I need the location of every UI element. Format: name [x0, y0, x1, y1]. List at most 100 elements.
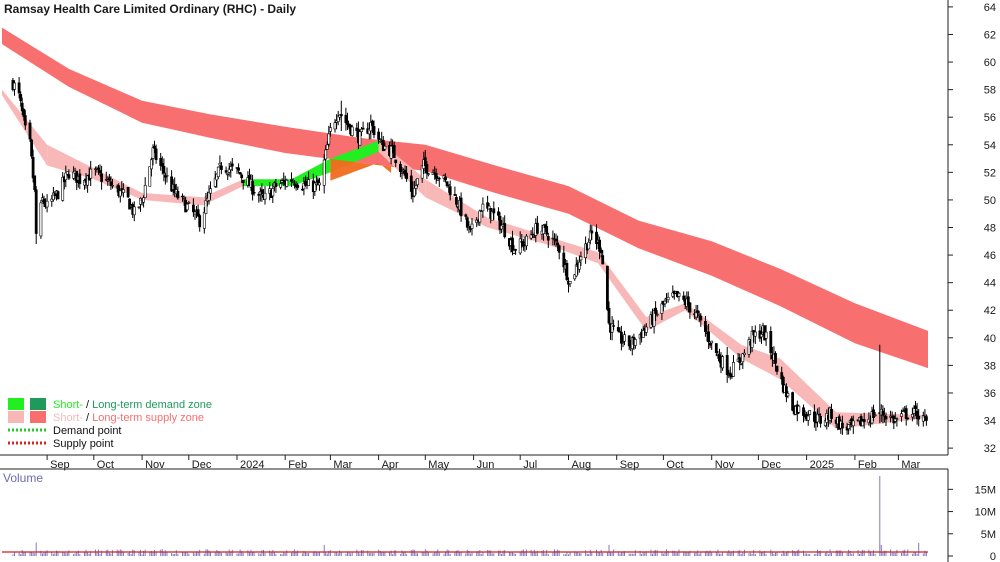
candle-body — [535, 222, 539, 234]
volume-tick-label: 5M — [981, 529, 996, 541]
candle-body — [708, 343, 712, 346]
candle-body — [322, 159, 326, 186]
candle-body — [882, 415, 886, 417]
date-tick-label: 2024 — [240, 459, 264, 471]
price-tick-label: 52 — [984, 167, 996, 179]
candle-body — [285, 180, 289, 187]
candle-body — [741, 353, 745, 363]
candle-body — [500, 225, 504, 230]
candle-body — [20, 102, 24, 112]
price-tick-label: 38 — [984, 360, 996, 372]
candle-body — [53, 193, 57, 197]
candle-body — [532, 236, 536, 238]
candle-body — [296, 184, 300, 188]
price-tick-label: 64 — [984, 2, 996, 14]
candle-body — [436, 178, 440, 181]
candle-body — [786, 393, 790, 397]
candle-body — [924, 416, 928, 421]
price-tick-label: 44 — [984, 278, 996, 290]
candle-body — [760, 333, 763, 338]
candle-body — [655, 313, 659, 316]
candle-body — [881, 410, 885, 416]
candle-body — [160, 163, 164, 167]
candle-body — [895, 418, 899, 420]
candle-body — [31, 157, 35, 179]
candle-body — [137, 206, 141, 208]
candle-body — [148, 166, 152, 187]
candle-body — [739, 363, 743, 365]
candle-body — [64, 172, 68, 180]
date-tick-label: Dec — [192, 459, 212, 471]
candle-body — [453, 194, 457, 196]
price-tick-label: 58 — [984, 85, 996, 97]
volume-title: Volume — [3, 471, 43, 485]
candle-body — [654, 307, 658, 314]
candle-body — [61, 177, 65, 201]
chart-title: Ramsay Health Care Limited Ordinary (RHC… — [4, 2, 296, 16]
candle-body — [339, 114, 343, 117]
candle-body — [97, 167, 100, 170]
candle-body — [666, 296, 670, 301]
candle-body — [557, 245, 561, 253]
candle-body — [165, 175, 169, 177]
date-tick-label: Nov — [145, 459, 165, 471]
candle-body — [198, 215, 202, 228]
candle-body — [202, 211, 206, 229]
candle-body — [906, 417, 910, 420]
candle-body — [884, 416, 888, 420]
short-term-zone-segment — [202, 179, 244, 206]
candle-body — [142, 197, 146, 203]
candle-body — [67, 174, 71, 179]
candle-body — [56, 191, 60, 200]
short-term-demand-swatch — [8, 398, 24, 410]
legend-demand-short: Short- — [53, 399, 83, 411]
long-term-demand-swatch — [30, 398, 46, 410]
candle-body — [487, 205, 491, 210]
candle-body — [89, 168, 93, 179]
candle-body — [641, 330, 645, 338]
candle-body — [808, 410, 812, 415]
short-term-zone-segment — [780, 358, 837, 429]
candle-body — [370, 120, 374, 126]
candle-body — [153, 145, 156, 149]
candle-body — [33, 175, 37, 191]
candle-body — [229, 166, 233, 171]
candle-body — [764, 331, 768, 339]
candle-body — [605, 265, 609, 310]
candle-body — [324, 149, 328, 160]
candle-body — [100, 173, 104, 182]
candle-body — [78, 173, 82, 184]
short-term-supply-swatch — [8, 411, 24, 423]
candle-body — [610, 323, 614, 333]
candle-body — [710, 340, 714, 344]
candle-body — [196, 209, 200, 217]
candle-body — [682, 295, 686, 300]
short-term-zone-segment — [598, 252, 647, 331]
candle-body — [34, 189, 38, 234]
candle-body — [599, 249, 603, 254]
candle-body — [426, 173, 430, 175]
price-tick-label: 46 — [984, 250, 996, 262]
volume-tick-label: 0 — [990, 551, 996, 562]
candle-body — [873, 414, 877, 417]
legend-supply-short: Short- — [53, 412, 83, 424]
candle-body — [686, 296, 690, 306]
candle-body — [300, 188, 304, 191]
price-tick-label: 36 — [984, 388, 996, 400]
candle-body — [350, 126, 354, 136]
candle-body — [120, 188, 124, 191]
candle-body — [260, 189, 264, 195]
candle-body — [819, 415, 823, 424]
candle-body — [660, 303, 664, 314]
legend-demand-zone: Short- / Long-term demand zone — [53, 399, 212, 411]
candle-body — [816, 413, 819, 423]
date-tick-label: Jul — [523, 459, 537, 471]
candle-body — [697, 314, 701, 316]
legend-supply-long: Long-term supply zone — [92, 412, 204, 424]
candle-body — [644, 326, 648, 333]
candle-body — [240, 174, 244, 179]
candle-body — [444, 176, 447, 181]
candle-body — [840, 422, 844, 429]
candle-body — [525, 235, 528, 247]
candle-body — [619, 331, 623, 344]
